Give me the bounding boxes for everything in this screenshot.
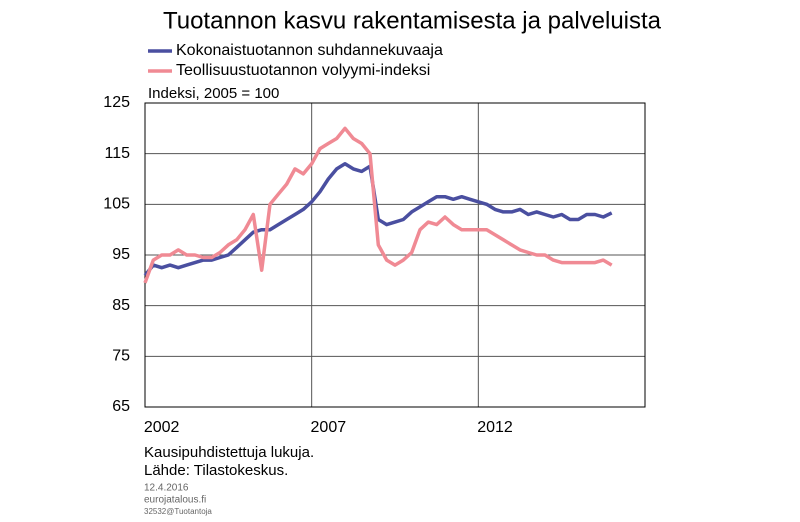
series-line — [143, 162, 613, 277]
y-tick-label: 115 — [104, 145, 130, 162]
chart-title: Tuotannon kasvu rakentamisesta ja palvel… — [163, 7, 662, 34]
y-tick-label: 95 — [112, 246, 130, 263]
y-tick-label: 105 — [103, 196, 130, 213]
legend-label: Teollisuustuotannon volyymi-indeksi — [176, 62, 430, 79]
note: Kausipuhdistettuja lukuja. — [144, 444, 314, 461]
x-tick-label: 2012 — [477, 419, 513, 436]
note: Lähde: Tilastokeskus. — [144, 462, 288, 479]
y-tick-label: 125 — [103, 94, 130, 111]
plot-frame — [144, 102, 646, 408]
x-tick-label: 2002 — [144, 419, 180, 436]
y-tick-label: 75 — [112, 348, 130, 365]
y-tick-label: 85 — [112, 297, 130, 314]
series-line — [143, 126, 613, 284]
footer: 32532@Tuotantoja — [144, 507, 212, 516]
footer: 12.4.2016 — [144, 483, 189, 494]
x-tick-label: 2007 — [311, 419, 347, 436]
footer: eurojatalous.fi — [144, 495, 206, 506]
y-tick-label: 65 — [112, 398, 130, 415]
legend-label: Kokonaistuotannon suhdannekuvaaja — [176, 42, 443, 59]
y-axis-label: Indeksi, 2005 = 100 — [148, 85, 279, 102]
